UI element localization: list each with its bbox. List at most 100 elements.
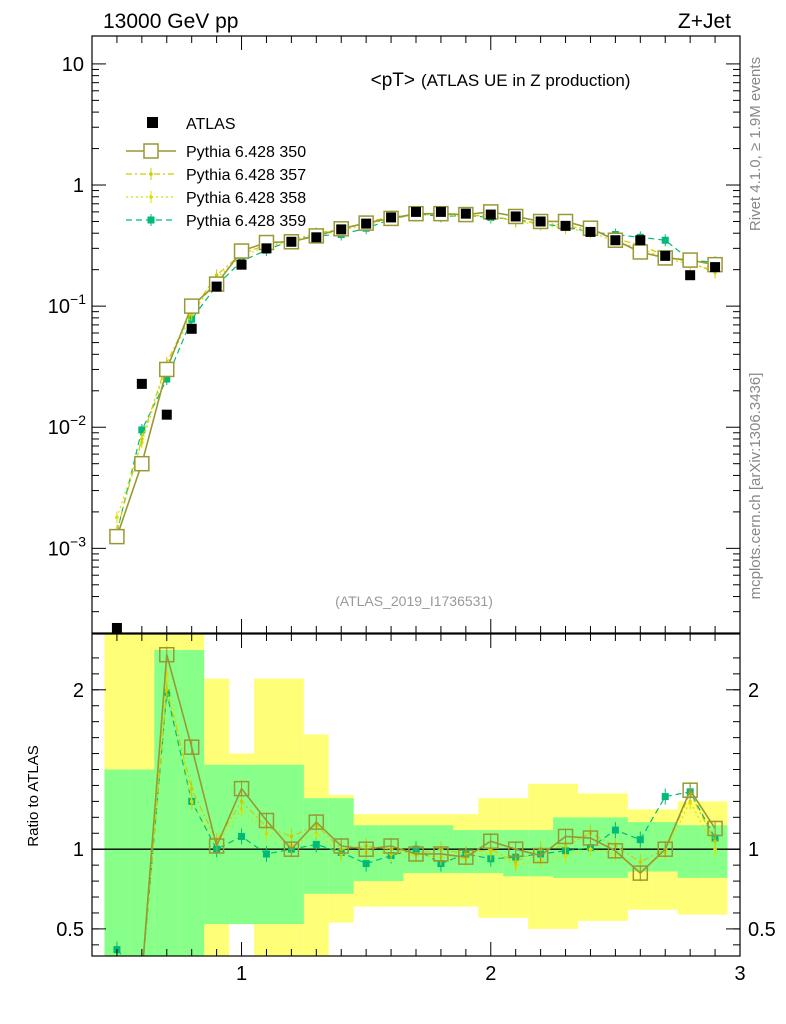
plot-subtitle: (ATLAS UE in Z production) bbox=[421, 71, 630, 90]
ratio-point-filled-square bbox=[636, 836, 644, 844]
main-series-line bbox=[116, 213, 716, 533]
ratio-point-open-square bbox=[557, 828, 574, 845]
legend-marker-data bbox=[147, 117, 158, 128]
main-point-dot bbox=[115, 515, 119, 520]
data-point bbox=[161, 409, 172, 420]
ratio-y-tick-label-right: 0.5 bbox=[748, 919, 776, 941]
data-point bbox=[261, 243, 272, 254]
main-series-line bbox=[116, 213, 716, 531]
main-series-line bbox=[116, 213, 716, 518]
main-point-filled-square bbox=[138, 426, 146, 434]
data-point bbox=[361, 218, 372, 229]
legend-label-data: ATLAS bbox=[186, 116, 236, 133]
main-point-open-square bbox=[109, 528, 125, 545]
data-point bbox=[336, 224, 347, 235]
main-series-line bbox=[116, 211, 716, 537]
legend-label: Pythia 6.428 359 bbox=[186, 213, 306, 230]
data-point bbox=[286, 236, 297, 247]
ratio-point-dot bbox=[140, 975, 144, 979]
data-point bbox=[585, 226, 596, 237]
data-point bbox=[411, 206, 421, 217]
ratio-point-open-square bbox=[532, 847, 549, 864]
ratio-point-dot bbox=[115, 975, 119, 979]
main-point-open-square bbox=[233, 243, 250, 259]
ratio-point-open-square bbox=[582, 830, 599, 846]
header-right-label: Z+Jet bbox=[678, 10, 731, 33]
legend: ATLAS Pythia 6.428 350 Pythia 6.428 357 Pyt… bbox=[126, 116, 306, 230]
ratio-point-dot bbox=[289, 834, 294, 839]
ratio-point-dot bbox=[713, 839, 717, 844]
data-point bbox=[635, 235, 646, 246]
main-point-open-square bbox=[183, 298, 200, 314]
data-point bbox=[460, 208, 471, 219]
y-tick-label: 10−2 bbox=[48, 412, 86, 439]
data-point bbox=[660, 250, 671, 261]
ratio-point-filled-square bbox=[138, 973, 145, 980]
x-tick-label: 2 bbox=[485, 963, 496, 985]
ratio-point-dot bbox=[239, 799, 244, 804]
y-tick-label: 10 bbox=[62, 54, 84, 76]
y-tick-label: 1 bbox=[73, 175, 84, 197]
x-tick-label: 1 bbox=[236, 963, 247, 985]
ratio-point-open-square bbox=[632, 865, 649, 881]
ratio-point-open-square bbox=[333, 838, 349, 854]
ratio-point-open-square bbox=[607, 843, 624, 859]
ratio-y-tick-label: 0.5 bbox=[56, 919, 84, 941]
ratio-point-open-square bbox=[483, 833, 499, 849]
main-point-open-square bbox=[632, 244, 649, 260]
ratio-point-dot bbox=[588, 847, 593, 851]
y-tick-label: 10−1 bbox=[48, 291, 86, 318]
ratio-point-dot bbox=[513, 860, 518, 864]
ratio-y-tick-label-right: 2 bbox=[748, 680, 759, 702]
ratio-point-open-square bbox=[408, 846, 424, 862]
data-point bbox=[386, 212, 397, 223]
data-point bbox=[186, 323, 197, 334]
main-point-filled-square bbox=[661, 236, 669, 244]
data-point bbox=[535, 216, 546, 227]
ratio-point-open-square bbox=[458, 849, 474, 865]
data-point bbox=[610, 235, 621, 246]
uncertainty-band-stat bbox=[677, 825, 703, 878]
ratio-point-open-square bbox=[358, 841, 374, 857]
data-point bbox=[236, 259, 247, 270]
main-point-open-square bbox=[134, 455, 150, 472]
ratio-point-open-square bbox=[433, 846, 449, 862]
plot-title: <pT> bbox=[371, 70, 415, 91]
mcplots-label: mcplots.cern.ch [arXiv:1306.3436] bbox=[747, 373, 764, 600]
data-point bbox=[710, 262, 721, 273]
ratio-point-dot bbox=[563, 844, 568, 848]
data-point bbox=[485, 209, 496, 220]
main-point-dot bbox=[140, 437, 144, 441]
ratio-point-dot bbox=[563, 853, 568, 858]
main-plot-panel: 10−3 10−2 10−1 1 10 <pT> (ATLAS UE in Z prod… bbox=[48, 35, 741, 634]
ratio-point-filled-square bbox=[611, 826, 619, 834]
analysis-id-label: (ATLAS_2019_I1736531) bbox=[335, 593, 493, 609]
main-point-dot bbox=[214, 273, 219, 278]
ratio-point-dot bbox=[638, 860, 643, 864]
ratio-point-open-square bbox=[507, 841, 524, 857]
rivet-version-label: Rivet 4.1.0, ≥ 1.9M events bbox=[747, 57, 764, 231]
main-point-open-square bbox=[159, 361, 175, 378]
ratio-point-filled-square bbox=[661, 793, 669, 801]
ratio-point-open-square bbox=[308, 814, 325, 830]
legend-label: Pythia 6.428 358 bbox=[186, 190, 306, 207]
data-point bbox=[311, 232, 322, 243]
data-point bbox=[435, 206, 446, 217]
legend-label: Pythia 6.428 350 bbox=[186, 144, 306, 161]
ratio-point-filled-square bbox=[312, 840, 320, 848]
ratio-point-open-square bbox=[233, 780, 250, 797]
ratio-point-open-square bbox=[657, 841, 673, 857]
data-point bbox=[136, 378, 147, 389]
data-point bbox=[685, 270, 696, 281]
ratio-point-filled-square bbox=[262, 850, 270, 858]
uncertainty-band-stat bbox=[254, 764, 279, 925]
ratio-point-dot bbox=[189, 786, 194, 791]
ratio-point-open-square bbox=[183, 739, 200, 755]
ratio-point-filled-square bbox=[238, 832, 246, 840]
data-point bbox=[510, 211, 521, 222]
ratio-point-open-square bbox=[707, 820, 723, 837]
legend-marker bbox=[149, 195, 153, 199]
ratio-plot-panel: 0.5 0.5 1 1 2 2 1 2 3 Ratio to ATLAS bbox=[25, 633, 776, 985]
ratio-y-tick-label: 2 bbox=[73, 680, 84, 702]
ratio-point-open-square bbox=[682, 782, 698, 798]
